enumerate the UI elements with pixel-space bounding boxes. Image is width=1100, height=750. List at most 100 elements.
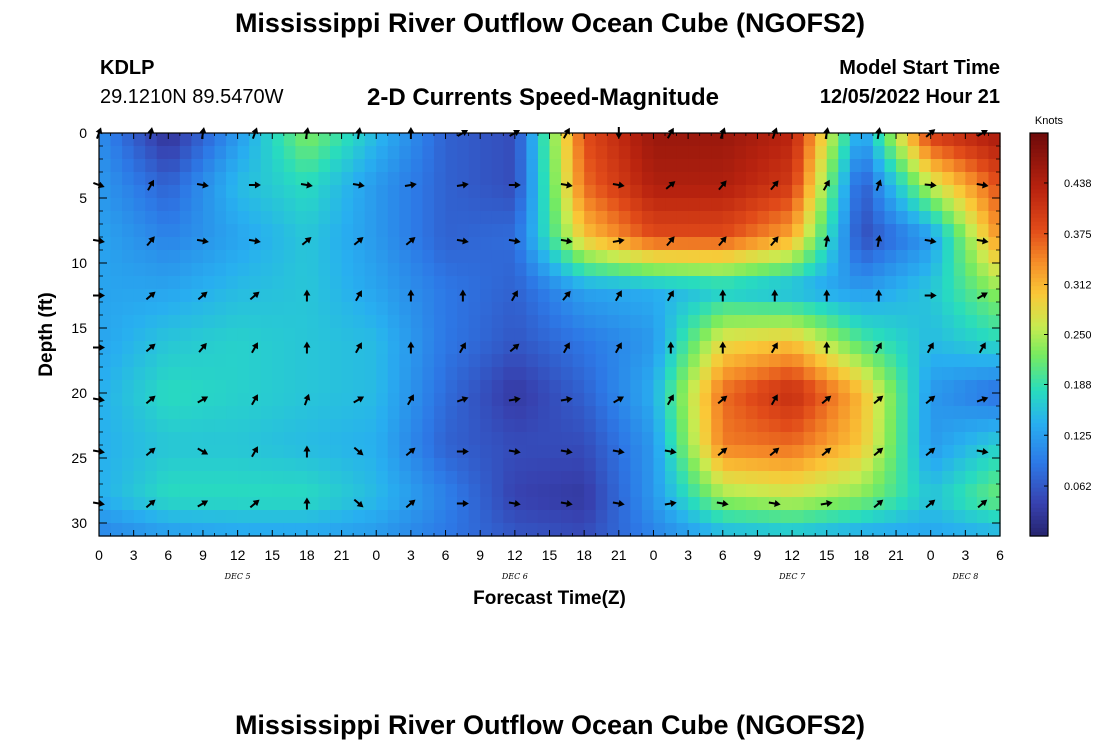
heatmap-cell: [768, 406, 782, 420]
heatmap-cell: [653, 406, 666, 420]
heatmap-cell: [849, 445, 862, 459]
heatmap-cell: [676, 445, 689, 459]
heatmap-cell: [896, 198, 909, 212]
heatmap-cell: [722, 185, 735, 199]
heatmap-cell: [584, 432, 597, 446]
heatmap-cell: [364, 237, 377, 251]
heatmap-cell: [133, 172, 146, 186]
heatmap-cell: [341, 432, 354, 446]
current-arrow: [823, 289, 831, 302]
heatmap-cell: [907, 289, 920, 303]
station-coordinates: 29.1210N 89.5470W: [100, 86, 284, 108]
current-arrow-head: [201, 500, 209, 507]
heatmap-cell: [422, 185, 435, 199]
current-arrow: [355, 290, 362, 302]
heatmap-cell: [445, 341, 458, 355]
heatmap-cell: [861, 406, 874, 420]
heatmap-cell: [364, 510, 377, 524]
current-arrow: [666, 236, 675, 247]
current-arrow-head: [356, 500, 364, 508]
heatmap-cell: [433, 458, 447, 472]
heatmap-cell: [872, 432, 886, 446]
heatmap-cell: [965, 510, 978, 524]
heatmap-cell: [387, 315, 400, 329]
heatmap-cell: [191, 250, 204, 264]
heatmap-cell: [849, 133, 862, 147]
heatmap-cell: [410, 159, 424, 173]
colorbar-segment: [1030, 394, 1048, 400]
heatmap-cell: [260, 237, 273, 251]
current-arrow-head: [303, 341, 311, 348]
colorbar-segment: [1030, 330, 1048, 336]
heatmap-cell: [630, 380, 643, 394]
heatmap-cell: [445, 198, 458, 212]
heatmap-cell: [595, 289, 608, 303]
heatmap-cell: [318, 302, 331, 316]
heatmap-cell: [942, 172, 955, 186]
heatmap-cell: [734, 523, 747, 537]
current-arrow-head: [875, 179, 883, 187]
heatmap-cell: [376, 458, 389, 472]
heatmap-cell: [214, 380, 227, 394]
heatmap-cell: [399, 445, 412, 459]
heatmap-cell: [561, 276, 574, 290]
heatmap-cell: [907, 510, 920, 524]
current-arrow: [976, 448, 989, 455]
heatmap-cell: [491, 159, 504, 173]
heatmap-cell: [849, 367, 862, 381]
heatmap-cell: [849, 315, 862, 329]
heatmap-cell: [514, 224, 527, 238]
heatmap-cell: [283, 367, 296, 381]
heatmap-cell: [849, 471, 862, 485]
heatmap-cell: [364, 445, 377, 459]
current-arrow: [92, 500, 105, 507]
heatmap-cell: [503, 367, 516, 381]
heatmap-cell: [226, 432, 239, 446]
station-id: KDLP: [100, 57, 155, 79]
heatmap-cell: [757, 341, 770, 355]
heatmap-cell: [122, 276, 135, 290]
heatmap-cell: [815, 367, 828, 381]
heatmap-cell: [826, 497, 839, 511]
heatmap-cell: [595, 484, 608, 498]
colorbar-segment: [1030, 302, 1048, 307]
heatmap-cell: [156, 393, 169, 407]
heatmap-cell: [572, 341, 585, 355]
current-arrow: [925, 395, 936, 405]
heatmap-cell: [341, 133, 354, 147]
heatmap-cell: [306, 133, 320, 147]
heatmap-cell: [988, 406, 1001, 420]
heatmap-cell: [503, 276, 516, 290]
heatmap-cell: [341, 237, 354, 251]
heatmap-cell: [930, 484, 943, 498]
heatmap-cell: [387, 159, 400, 173]
heatmap-cell: [965, 237, 978, 251]
heatmap-cell: [110, 471, 123, 485]
heatmap-cell: [445, 419, 458, 433]
heatmap-cell: [260, 185, 273, 199]
heatmap-cell: [653, 484, 666, 498]
heatmap-cell: [688, 224, 701, 238]
heatmap-cell: [330, 341, 343, 355]
x-tick-label: 3: [130, 547, 138, 563]
heatmap-cell: [422, 445, 435, 459]
heatmap-cell: [942, 289, 955, 303]
heatmap-cell: [445, 250, 458, 264]
heatmap-cell: [803, 497, 816, 511]
heatmap-cell: [295, 211, 308, 225]
heatmap-cell: [838, 393, 851, 407]
heatmap-cell: [122, 224, 135, 238]
heatmap-cell: [353, 523, 366, 537]
heatmap-cell: [595, 276, 608, 290]
heatmap-cell: [584, 289, 597, 303]
heatmap-cell: [930, 510, 943, 524]
heatmap-cell: [792, 250, 805, 264]
heatmap-cell: [665, 328, 678, 342]
heatmap-cell: [641, 263, 655, 277]
heatmap-cell: [99, 497, 112, 511]
heatmap-cell: [988, 341, 1001, 355]
heatmap-cell: [665, 250, 678, 264]
heatmap-cell: [156, 523, 169, 537]
heatmap-cell: [641, 510, 655, 524]
colorbar-segment: [1030, 447, 1048, 452]
